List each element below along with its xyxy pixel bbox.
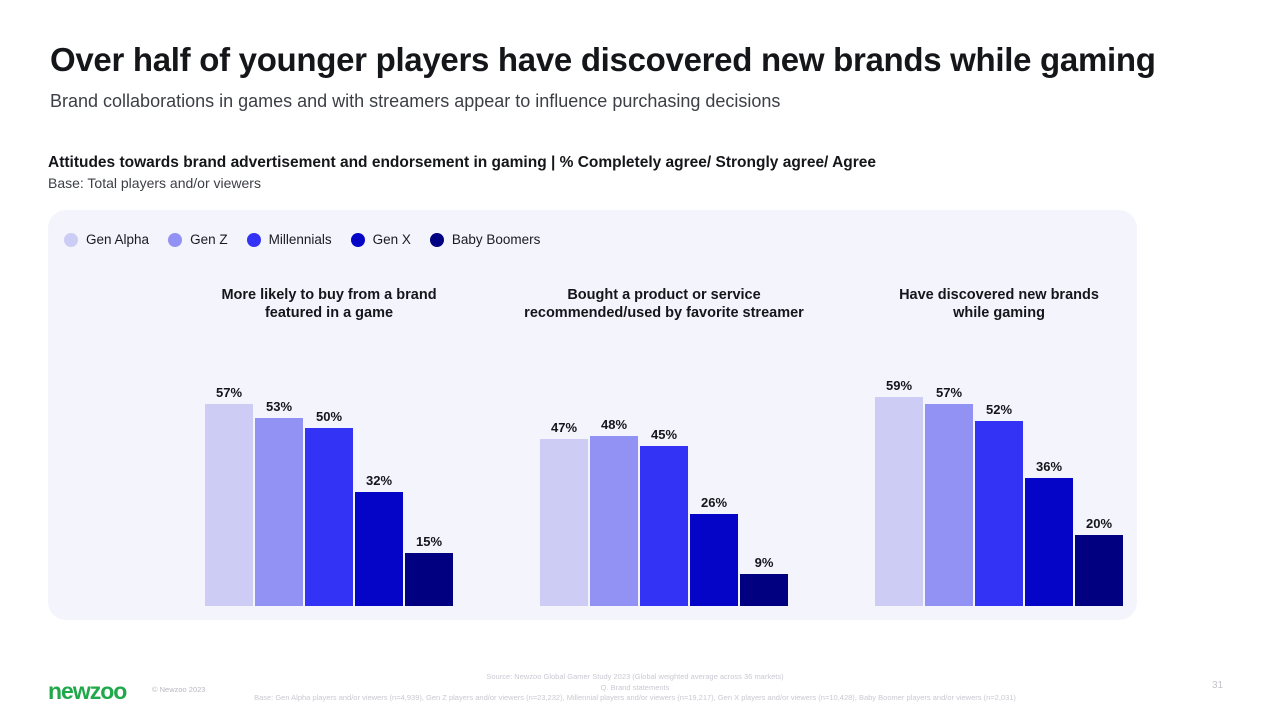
- bar-column[interactable]: 59%: [875, 378, 923, 606]
- legend-swatch-icon: [246, 232, 261, 247]
- bar-value-label: 20%: [1085, 516, 1113, 531]
- source-footnote: Source: Newzoo Global Gamer Study 2023 (…: [0, 672, 1270, 704]
- section-base-label: Base: Total players and/or viewers: [48, 175, 261, 191]
- chart-panel: Gen Alpha Gen Z Millennials Gen X Baby Boome…: [48, 210, 1137, 620]
- bar-gen-x[interactable]: [690, 514, 738, 606]
- source-line-3: Base: Gen Alpha players and/or viewers (…: [254, 693, 1016, 702]
- bar-group-title-line: recommended/used by favorite streamer: [524, 305, 804, 321]
- bar-column[interactable]: 52%: [975, 384, 1023, 606]
- bar-chart-groups: More likely to buy from a brand featured …: [48, 286, 1137, 606]
- bar-group-title-line: while gaming: [953, 305, 1045, 321]
- bar-column[interactable]: 53%: [255, 384, 303, 606]
- bar-group-bars: 59% 57% 52% 36% 20%: [834, 378, 1164, 606]
- bar-gen-z[interactable]: [925, 404, 973, 606]
- bar-group-0: More likely to buy from a brand featured …: [164, 286, 494, 606]
- bar-value-label: 26%: [700, 495, 728, 510]
- legend-item-label: Gen Alpha: [86, 232, 150, 247]
- bar-column[interactable]: 47%: [540, 384, 588, 606]
- legend-item-baby-boomers[interactable]: Baby Boomers: [429, 232, 541, 247]
- legend-item-label: Gen X: [372, 232, 411, 247]
- bar-column[interactable]: 57%: [925, 384, 973, 606]
- legend-item-gen-x[interactable]: Gen X: [350, 232, 411, 247]
- bar-millennials[interactable]: [640, 446, 688, 606]
- bar-column[interactable]: 57%: [205, 384, 253, 606]
- bar-value-label: 59%: [885, 378, 913, 393]
- bar-value-label: 57%: [215, 385, 243, 400]
- legend-item-label: Gen Z: [190, 232, 228, 247]
- bar-column[interactable]: 15%: [405, 384, 453, 606]
- section-title: Attitudes towards brand advertisement an…: [48, 154, 877, 171]
- bar-value-label: 9%: [754, 555, 774, 570]
- bar-group-title-line: Have discovered new brands: [899, 287, 1099, 303]
- legend-swatch-icon: [350, 232, 365, 247]
- bar-baby-boomers[interactable]: [405, 553, 453, 606]
- bar-column[interactable]: 9%: [740, 384, 788, 606]
- source-line-2: Q. Brand statements: [600, 682, 670, 692]
- bar-column[interactable]: 45%: [640, 384, 688, 606]
- bar-gen-x[interactable]: [355, 492, 403, 606]
- bar-group-title: More likely to buy from a brand featured …: [164, 286, 494, 322]
- legend-item-label: Baby Boomers: [451, 232, 541, 247]
- bar-value-label: 15%: [415, 534, 443, 549]
- bar-value-label: 32%: [365, 473, 393, 488]
- bar-baby-boomers[interactable]: [1075, 535, 1123, 606]
- bar-millennials[interactable]: [975, 421, 1023, 606]
- bar-column[interactable]: 50%: [305, 384, 353, 606]
- page-number: 31: [1212, 680, 1224, 691]
- bar-column[interactable]: 26%: [690, 384, 738, 606]
- legend-swatch-icon: [64, 232, 78, 247]
- bar-group-title-line: More likely to buy from a brand: [221, 287, 437, 303]
- bar-group-bars: 57% 53% 50% 32% 15%: [164, 384, 494, 606]
- bar-column[interactable]: 48%: [590, 384, 638, 606]
- newzoo-logo: newzoo: [48, 678, 127, 704]
- bar-value-label: 57%: [935, 385, 963, 400]
- page-title: Over half of younger players have discov…: [50, 41, 1156, 78]
- bar-value-label: 50%: [315, 409, 343, 424]
- bar-gen-z[interactable]: [255, 418, 303, 606]
- bar-value-label: 45%: [650, 427, 678, 442]
- bar-column[interactable]: 32%: [355, 384, 403, 606]
- bar-millennials[interactable]: [305, 428, 353, 606]
- bar-column[interactable]: 36%: [1025, 384, 1073, 606]
- bar-gen-z[interactable]: [590, 436, 638, 606]
- bar-group-1: Bought a product or service recommended/u…: [499, 286, 829, 606]
- bar-group-title: Have discovered new brands while gaming: [834, 286, 1164, 322]
- bar-baby-boomers[interactable]: [740, 574, 788, 606]
- bar-group-bars: 47% 48% 45% 26% 9%: [499, 384, 829, 606]
- bar-group-title: Bought a product or service recommended/u…: [499, 286, 829, 322]
- bar-gen-alpha[interactable]: [205, 404, 253, 606]
- legend-item-gen-z[interactable]: Gen Z: [168, 232, 228, 247]
- bar-gen-alpha[interactable]: [875, 397, 923, 606]
- bar-gen-alpha[interactable]: [540, 439, 588, 606]
- bar-group-title-line: featured in a game: [264, 305, 394, 321]
- bar-value-label: 52%: [985, 402, 1013, 417]
- bar-value-label: 36%: [1035, 459, 1063, 474]
- chart-legend: Gen Alpha Gen Z Millennials Gen X Baby Boome…: [64, 232, 559, 247]
- copyright-label: © Newzoo 2023: [152, 685, 206, 694]
- legend-item-label: Millennials: [268, 232, 332, 247]
- legend-item-millennials[interactable]: Millennials: [246, 232, 332, 247]
- bar-value-label: 53%: [265, 399, 293, 414]
- bar-column[interactable]: 20%: [1075, 384, 1123, 606]
- bar-gen-x[interactable]: [1025, 478, 1073, 606]
- legend-swatch-icon: [168, 232, 183, 247]
- source-line-1: Source: Newzoo Global Gamer Study 2023 (…: [486, 672, 784, 681]
- bar-group-2: Have discovered new brands while gaming 59…: [834, 286, 1164, 606]
- legend-item-gen-alpha[interactable]: Gen Alpha: [64, 232, 149, 247]
- bar-value-label: 47%: [550, 420, 578, 435]
- page-subtitle: Brand collaborations in games and with s…: [50, 91, 781, 111]
- bar-group-title-line: Bought a product or service: [567, 287, 761, 303]
- bar-value-label: 48%: [600, 417, 628, 432]
- legend-swatch-icon: [429, 232, 444, 247]
